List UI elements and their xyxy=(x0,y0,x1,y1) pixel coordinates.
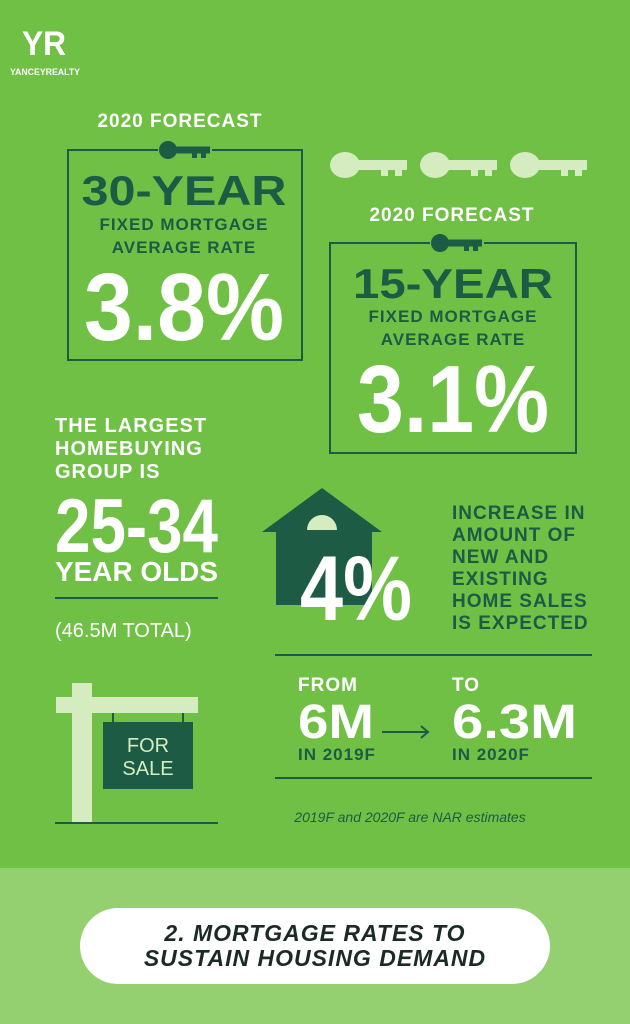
buyers-ages: 25-34 xyxy=(55,484,218,569)
sales-description: HOME SALES xyxy=(452,591,588,612)
from-label: FROM xyxy=(298,675,358,696)
logo-name: YANCEYREALTY xyxy=(10,67,80,77)
footer-pill xyxy=(80,908,550,984)
buyers-intro: HOMEBUYING xyxy=(55,438,203,460)
sale-sign: FOR SALE xyxy=(56,683,198,823)
box xyxy=(67,149,303,361)
sales-description: AMOUNT OF xyxy=(452,525,576,546)
rate: 3.1% xyxy=(357,346,549,453)
buyers-intro: THE LARGEST xyxy=(55,415,207,437)
term: 30-YEAR xyxy=(82,167,287,214)
from-year: IN 2019F xyxy=(298,745,376,764)
footer-title: 2. MORTGAGE RATES TO xyxy=(163,920,465,946)
forecast-label: 2020 FORECAST xyxy=(369,205,534,226)
from-value: 6M xyxy=(298,696,374,749)
rate: 3.8% xyxy=(84,254,284,361)
description: FIXED MORTGAGE xyxy=(369,307,538,326)
logo-mark: YR xyxy=(22,25,66,63)
to-year: IN 2020F xyxy=(452,745,530,764)
buyers-intro: GROUP IS xyxy=(55,461,160,483)
footer-title: SUSTAIN HOUSING DEMAND xyxy=(144,945,486,971)
sales-description: INCREASE IN xyxy=(452,503,585,524)
description: FIXED MORTGAGE xyxy=(100,215,269,234)
buyers-total: (46.5M TOTAL) xyxy=(55,620,192,642)
box xyxy=(329,242,577,454)
term: 15-YEAR xyxy=(353,260,553,307)
arrow xyxy=(382,725,430,739)
note: 2019F and 2020F are NAR estimates xyxy=(293,809,525,825)
sign-text: FOR xyxy=(127,735,169,757)
description: AVERAGE RATE xyxy=(381,330,526,349)
to-label: TO xyxy=(452,675,480,696)
buyers-unit: YEAR OLDS xyxy=(55,556,218,587)
sign-text: SALE xyxy=(122,758,173,780)
sales-description: IS EXPECTED xyxy=(452,613,589,634)
sales-description: EXISTING xyxy=(452,569,549,590)
forecast-label: 2020 FORECAST xyxy=(97,111,262,132)
logo: YR YANCEYREALTY xyxy=(10,25,80,77)
description: AVERAGE RATE xyxy=(112,238,257,257)
sales-change: 4% xyxy=(300,538,412,640)
sales-description: NEW AND xyxy=(452,547,549,568)
to-value: 6.3M xyxy=(452,696,577,749)
house-icon xyxy=(262,488,382,605)
